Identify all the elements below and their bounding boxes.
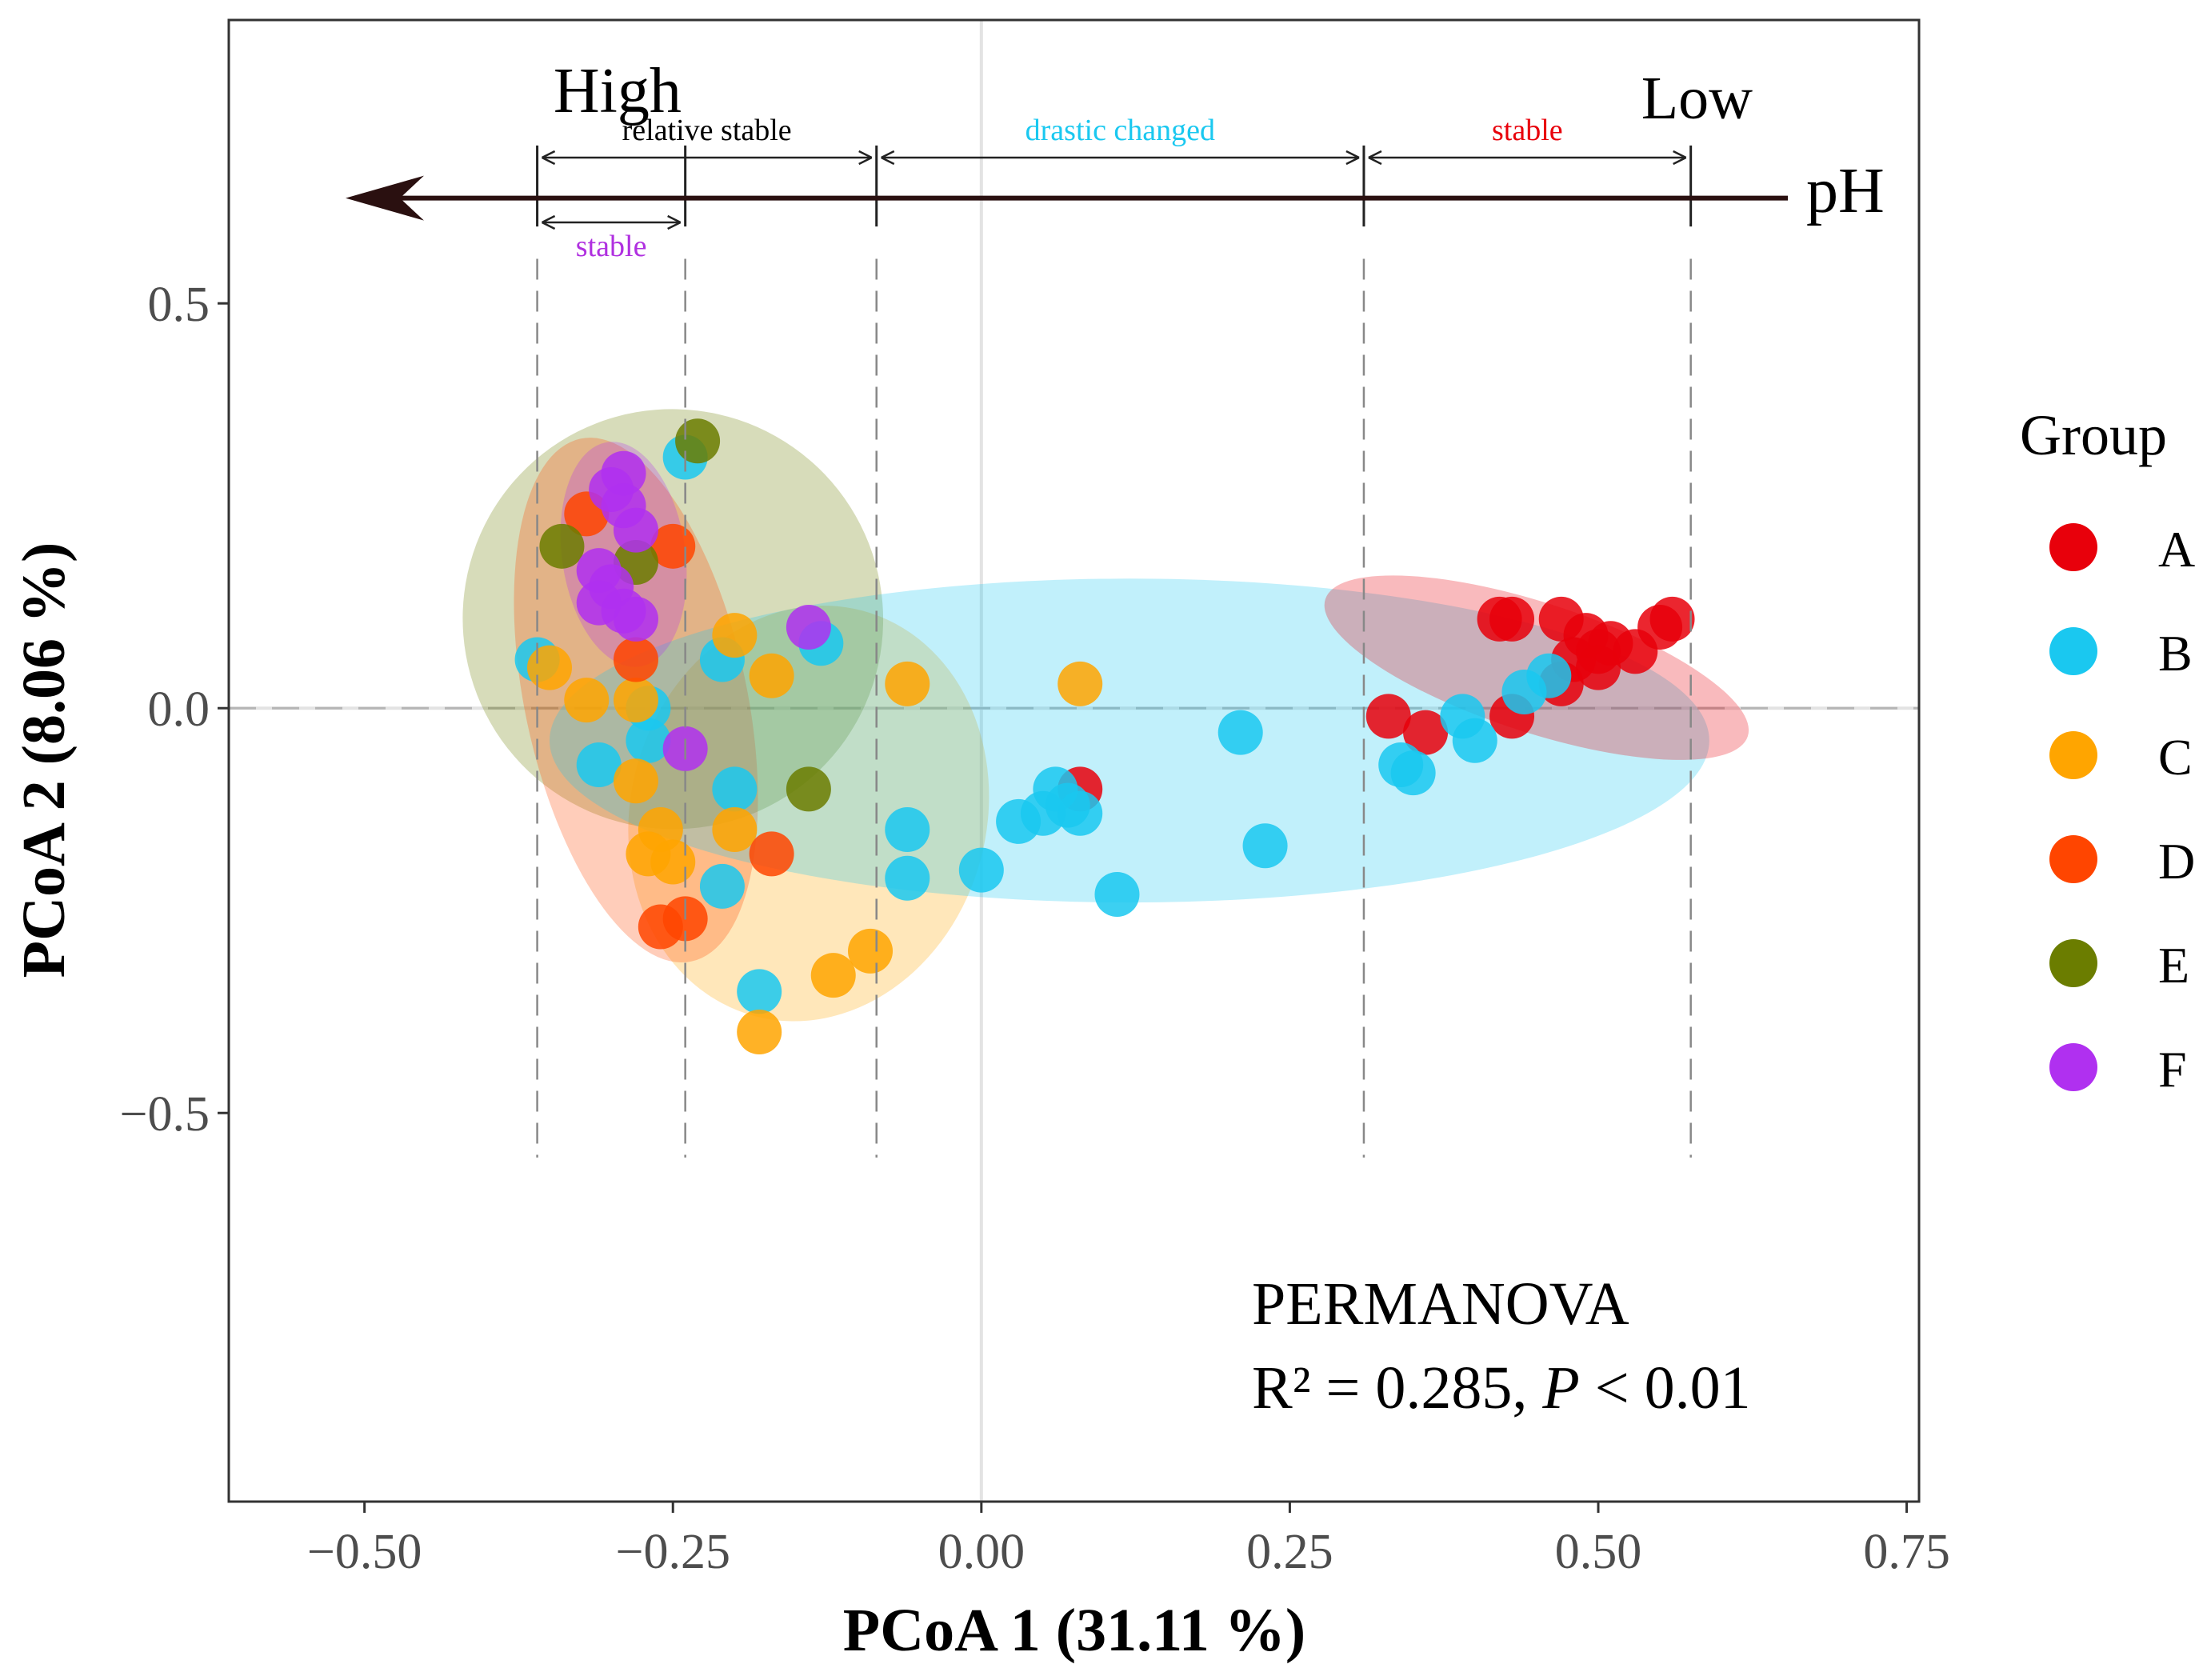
ellipse-B [550,578,1709,903]
point-D-2 [650,523,696,569]
point-A-9 [1575,645,1621,690]
point-A-7 [1649,596,1695,642]
segment-head-left-1 [542,150,556,166]
point-B-27 [1526,653,1572,698]
legend-key-D [2049,835,2097,883]
point-C-7 [650,839,696,885]
permanova-result: R² = 0.285, P < 0.01 [1252,1354,1751,1422]
point-A-13 [1365,694,1411,739]
legend-label-D: D [2158,833,2195,890]
point-B-19 [1094,871,1140,917]
point-D-4 [749,831,794,877]
point-C-14 [885,661,930,706]
segment-head-left-3 [881,150,895,166]
point-A-14 [1403,710,1449,755]
point-B-9 [737,969,782,1014]
legend-key-A [2049,523,2097,571]
y-tick-label-1: 0.5 [148,278,210,332]
x-tick-label-1: −0.50 [307,1525,422,1579]
point-D-3 [613,637,658,682]
x-tick-label-6: 0.75 [1863,1525,1950,1579]
segment-label-2: stable [576,230,647,263]
ph-arrow-head [346,175,424,221]
segment-label-4: stable [1492,114,1563,147]
plot-background [229,20,1919,1502]
point-E-1 [539,523,585,569]
point-C-3 [613,758,658,804]
x-tick-label-5: 0.50 [1555,1525,1642,1579]
segment-head-left-4 [1368,150,1382,166]
point-C-15 [1058,661,1103,706]
ph-annotation: relative stable stable drastic changed stab… [346,56,1885,1158]
point-A-11 [1489,596,1535,642]
axes: −0.50 −0.25 0.00 0.25 0.50 0.75 0.5 0.0 −0.5 [120,278,1950,1579]
point-B-25 [1452,718,1497,763]
point-C-13 [848,928,894,974]
point-B-4 [626,718,671,763]
legend-key-C [2049,731,2097,779]
point-C-4 [613,678,658,723]
point-B-20 [1217,710,1263,755]
segment-head-right-4 [1673,150,1687,166]
ph-low-label: Low [1641,65,1753,132]
point-C-10 [749,653,794,698]
legend-title: Group [2020,403,2167,467]
segment-label-1: relative stable [622,114,792,147]
x-tick-label-4: 0.25 [1246,1525,1333,1579]
x-tick-label-2: −0.25 [616,1525,730,1579]
y-tick-label-3: −0.5 [120,1087,210,1142]
segment-head-right-1 [858,150,873,166]
point-B-18 [1058,790,1103,836]
point-C-1 [527,645,573,690]
segment-head-left-2 [542,214,556,230]
point-B-7 [712,766,758,812]
x-tick-label-3: 0.00 [938,1525,1026,1579]
permanova-title: PERMANOVA [1252,1270,1629,1338]
data-points [514,418,1695,1055]
point-C-9 [712,613,758,658]
legend-label-C: C [2158,729,2193,786]
point-C-2 [564,678,610,723]
point-B-11 [885,807,930,853]
point-B-21 [1242,823,1288,869]
legend-key-F [2049,1043,2097,1091]
ph-label: pH [1806,156,1885,226]
point-B-8 [699,863,745,909]
r2-text: R² = 0.285, [1252,1354,1542,1422]
point-F-10 [786,605,831,650]
point-F-9 [613,596,658,642]
point-E-3 [675,418,721,464]
point-B-2 [576,742,622,788]
legend-label-A: A [2158,521,2195,578]
plot-border [227,18,1921,1503]
y-tick-label-2: 0.0 [148,682,210,737]
legend-key-B [2049,627,2097,675]
legend-label-F: F [2158,1041,2187,1098]
point-C-12 [810,953,856,998]
segment-head-right-2 [667,214,682,230]
segment-head-right-3 [1345,150,1360,166]
legend-label-B: B [2158,625,2193,682]
ellipse-C [628,606,990,1022]
segment-label-3: drastic changed [1026,114,1215,147]
point-F-4 [613,507,658,553]
p-value-text: < 0.01 [1580,1354,1751,1422]
x-axis-title: PCoA 1 (31.11 %) [843,1597,1305,1664]
point-C-8 [712,807,758,853]
legend-label-E: E [2158,937,2189,994]
point-B-12 [885,855,930,901]
legend-key-E [2049,939,2097,987]
ph-high-label: High [554,56,682,126]
point-B-13 [958,847,1004,893]
permanova-stats: PERMANOVA R² = 0.285, P < 0.01 [1252,1270,1751,1422]
p-symbol: P [1541,1354,1579,1422]
zero-reference-lines [229,20,1919,1502]
point-C-11 [737,1010,782,1055]
y-axis-title: PCoA 2 (8.06 %) [10,542,78,978]
point-B-23 [1390,750,1436,796]
point-E-4 [786,766,831,812]
